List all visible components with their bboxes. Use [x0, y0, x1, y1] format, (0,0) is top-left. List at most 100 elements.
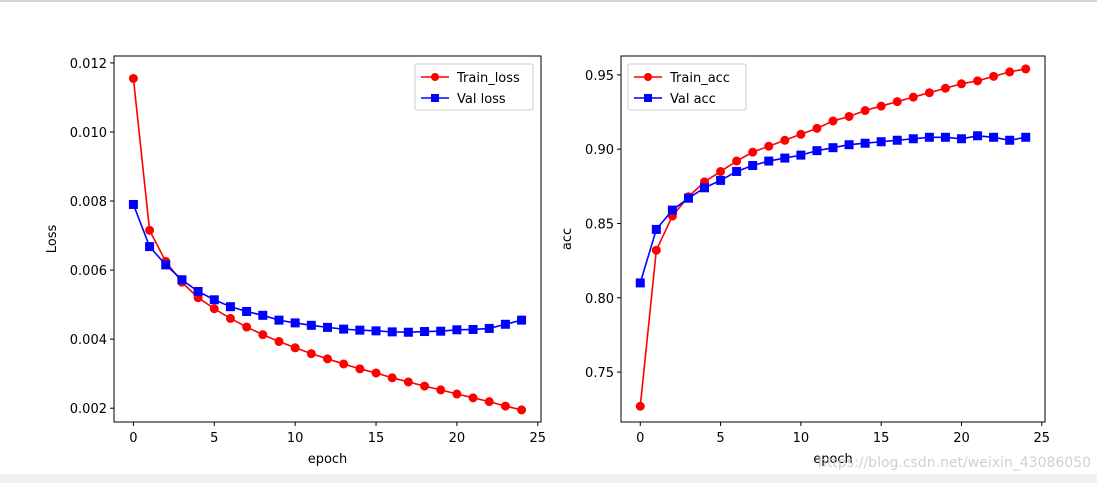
data-point-square: [876, 137, 886, 147]
data-point-circle: [780, 135, 790, 145]
y-tick-label: 0.012: [70, 57, 107, 72]
y-tick-label: 0.006: [70, 264, 107, 279]
x-tick-label: 20: [953, 431, 970, 446]
data-point-circle: [1021, 64, 1031, 74]
data-point-square: [371, 326, 381, 336]
data-point-circle: [716, 166, 726, 176]
x-tick-label: 15: [368, 431, 385, 446]
x-tick-label: 10: [287, 431, 304, 446]
legend-marker-square: [431, 94, 439, 102]
data-point-square: [908, 134, 918, 144]
data-point-square: [635, 278, 645, 288]
data-point-circle: [323, 354, 332, 364]
data-point-square: [468, 324, 478, 334]
x-tick-label: 0: [129, 431, 137, 446]
data-point-circle: [940, 83, 950, 93]
data-point-square: [940, 132, 950, 142]
data-point-square: [242, 307, 252, 317]
data-point-square: [989, 132, 999, 142]
legend-label: Train_loss: [456, 71, 520, 86]
data-point-circle: [812, 123, 822, 133]
y-axis-label: acc: [560, 228, 575, 250]
bottom-status-bar: [0, 474, 1097, 483]
legend-marker-circle: [644, 73, 652, 81]
data-point-circle: [387, 373, 397, 383]
accuracy-chart: 0 5 10 15 20 25 0.75 0.80 0.85 0.90 0.95 epoch acc Tr…: [560, 55, 1050, 467]
data-point-circle: [892, 97, 902, 107]
data-point-circle: [468, 393, 478, 403]
data-point-square: [177, 275, 187, 285]
data-point-square: [700, 183, 710, 193]
watermark-text: https://blog.csdn.net/weixin_43086050: [818, 455, 1092, 471]
data-point-circle: [209, 304, 219, 314]
y-tick-label: 0.80: [585, 292, 614, 307]
data-point-circle: [973, 76, 983, 86]
y-tick-label: 0.95: [585, 69, 614, 84]
data-point-circle: [764, 141, 774, 151]
data-point-square: [764, 156, 774, 166]
x-tick-label: 25: [529, 431, 546, 446]
data-point-circle: [371, 368, 381, 378]
legend-label: Val acc: [670, 92, 716, 107]
data-point-circle: [128, 73, 138, 83]
y-tick-label: 0.75: [585, 366, 614, 381]
data-point-square: [323, 322, 332, 332]
data-point-circle: [420, 381, 430, 391]
data-point-square: [667, 205, 677, 215]
data-point-square: [193, 286, 203, 296]
data-point-circle: [860, 106, 870, 116]
x-tick-label: 20: [449, 431, 466, 446]
data-point-circle: [258, 330, 268, 340]
data-point-square: [339, 324, 349, 334]
data-point-circle: [500, 401, 510, 411]
data-point-square: [828, 143, 838, 153]
data-point-circle: [956, 79, 966, 89]
data-point-square: [209, 295, 219, 305]
data-point-circle: [484, 397, 494, 407]
data-point-square: [436, 326, 446, 336]
data-point-square: [500, 319, 510, 329]
y-tick-label: 0.85: [585, 217, 614, 232]
legend-marker-circle: [431, 73, 439, 81]
x-tick-label: 5: [210, 431, 218, 446]
data-point-square: [1021, 132, 1031, 142]
data-point-circle: [306, 349, 316, 359]
data-point-square: [225, 302, 235, 312]
data-point-circle: [517, 405, 527, 415]
plot-area-frame: [113, 55, 542, 423]
y-tick-label: 0.008: [70, 195, 107, 210]
data-point-square: [387, 327, 397, 337]
plot-area-frame: [620, 55, 1046, 423]
data-point-circle: [403, 377, 413, 387]
data-point-square: [355, 325, 365, 335]
data-point-square: [780, 153, 790, 163]
data-point-circle: [844, 111, 854, 121]
data-point-square: [517, 315, 527, 325]
data-point-square: [1005, 135, 1015, 145]
data-point-circle: [828, 116, 838, 126]
data-point-square: [306, 320, 316, 330]
data-point-square: [128, 199, 138, 209]
data-point-circle: [924, 88, 934, 98]
data-point-circle: [436, 385, 446, 395]
y-tick-label: 0.010: [70, 126, 107, 141]
data-point-circle: [989, 71, 999, 81]
data-point-circle: [876, 101, 886, 111]
data-point-circle: [732, 156, 742, 166]
x-axis-label: epoch: [813, 452, 853, 467]
data-point-square: [812, 146, 822, 156]
data-point-square: [924, 132, 934, 142]
data-point-square: [732, 166, 742, 176]
data-point-square: [403, 327, 413, 337]
data-point-circle: [1005, 67, 1015, 77]
y-tick-label: 0.002: [70, 402, 107, 417]
data-point-circle: [145, 225, 155, 235]
y-axis-label: Loss: [45, 225, 60, 254]
data-point-circle: [225, 313, 235, 323]
data-point-square: [892, 135, 902, 145]
data-point-square: [161, 260, 171, 270]
data-point-square: [683, 193, 693, 203]
data-point-square: [290, 318, 300, 328]
